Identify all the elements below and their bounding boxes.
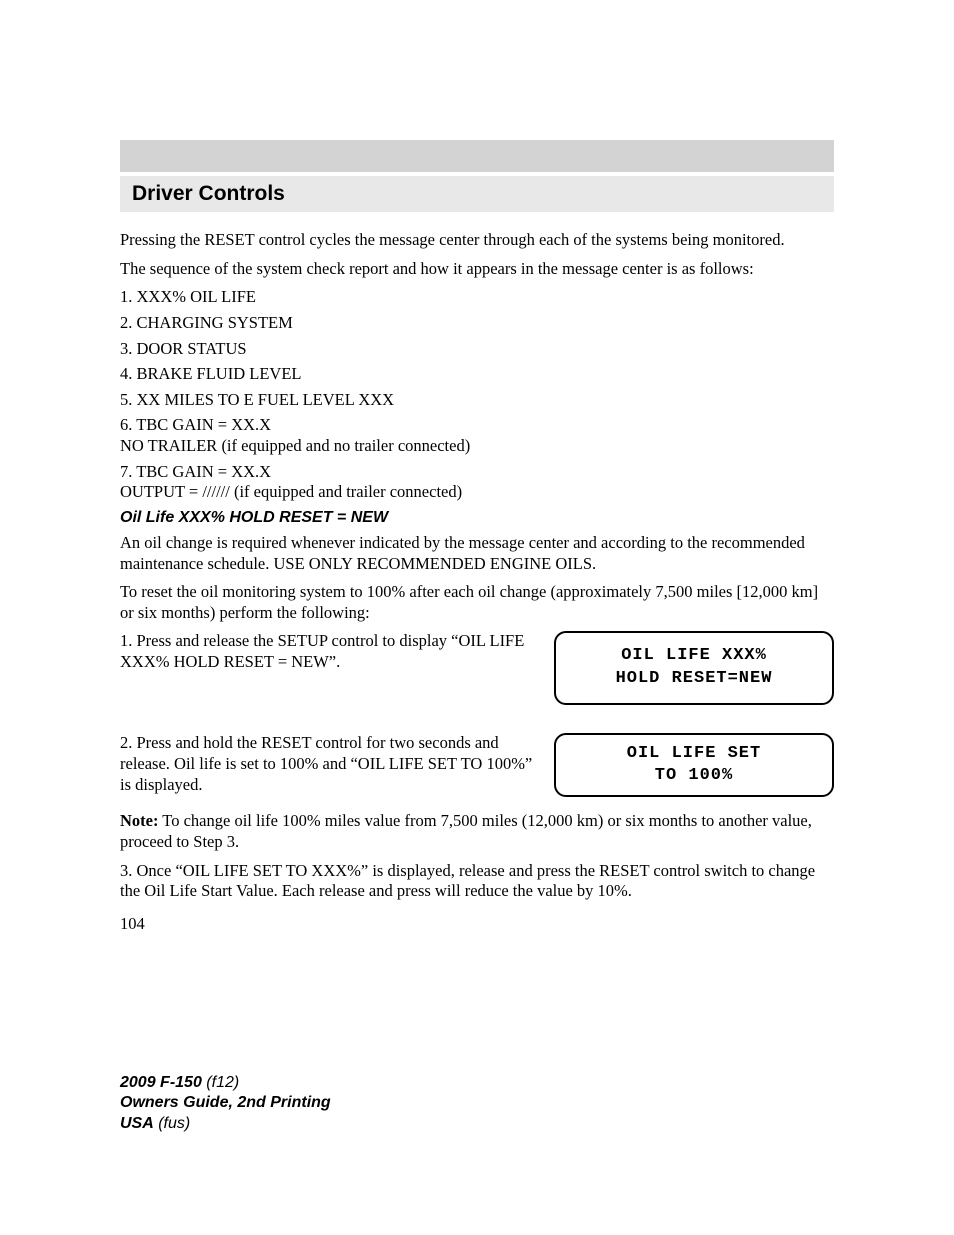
- checklist-item-4: 4. BRAKE FLUID LEVEL: [120, 364, 834, 385]
- display2-line1: OIL LIFE SET: [627, 744, 761, 763]
- checklist-item-7: 7. TBC GAIN = XX.X OUTPUT = ////// (if e…: [120, 462, 834, 503]
- step-1-row: 1. Press and release the SETUP control t…: [120, 631, 834, 705]
- checklist-item-5: 5. XX MILES TO E FUEL LEVEL XXX: [120, 390, 834, 411]
- page-number: 104: [120, 914, 834, 934]
- step-1-text: 1. Press and release the SETUP control t…: [120, 631, 534, 672]
- footer-model-code: (f12): [202, 1074, 239, 1091]
- note-text: To change oil life 100% miles value from…: [120, 811, 812, 851]
- footer-guide: Owners Guide, 2nd Printing: [120, 1093, 331, 1114]
- checklist-item-6: 6. TBC GAIN = XX.X NO TRAILER (if equipp…: [120, 415, 834, 456]
- item7-line2: OUTPUT = ////// (if equipped and trailer…: [120, 482, 462, 501]
- oil-paragraph-1: An oil change is required whenever indic…: [120, 533, 834, 574]
- step-3-text: 3. Once “OIL LIFE SET TO XXX%” is displa…: [120, 861, 834, 902]
- oil-paragraph-2: To reset the oil monitoring system to 10…: [120, 582, 834, 623]
- footer-region: USA: [120, 1115, 154, 1132]
- footer: 2009 F-150 (f12) Owners Guide, 2nd Print…: [120, 1073, 331, 1135]
- display2-line2: TO 100%: [655, 766, 733, 785]
- checklist-item-1: 1. XXX% OIL LIFE: [120, 287, 834, 308]
- display-box-1: OIL LIFE XXX% HOLD RESET=NEW: [554, 631, 834, 705]
- footer-line-1: 2009 F-150 (f12): [120, 1073, 331, 1094]
- item6-line1: 6. TBC GAIN = XX.X: [120, 415, 271, 434]
- item7-line1: 7. TBC GAIN = XX.X: [120, 462, 271, 481]
- footer-line-3: USA (fus): [120, 1114, 331, 1135]
- display-box-2: OIL LIFE SET TO 100%: [554, 733, 834, 797]
- footer-region-code: (fus): [154, 1115, 190, 1132]
- intro-paragraph-1: Pressing the RESET control cycles the me…: [120, 230, 834, 251]
- item6-line2: NO TRAILER (if equipped and no trailer c…: [120, 436, 470, 455]
- intro-paragraph-2: The sequence of the system check report …: [120, 259, 834, 280]
- page-container: Driver Controls Pressing the RESET contr…: [0, 0, 954, 934]
- note-label: Note:: [120, 811, 158, 830]
- note-paragraph: Note: To change oil life 100% miles valu…: [120, 811, 834, 852]
- step-2-text: 2. Press and hold the RESET control for …: [120, 733, 534, 795]
- display1-line1: OIL LIFE XXX%: [621, 646, 767, 665]
- top-gray-bar: [120, 140, 834, 172]
- checklist-item-2: 2. CHARGING SYSTEM: [120, 313, 834, 334]
- section-title: Driver Controls: [132, 182, 822, 206]
- checklist-item-3: 3. DOOR STATUS: [120, 339, 834, 360]
- display1-line2: HOLD RESET=NEW: [616, 669, 773, 688]
- oil-subheading: Oil Life XXX% HOLD RESET = NEW: [120, 509, 834, 527]
- step-2-row: 2. Press and hold the RESET control for …: [120, 733, 834, 797]
- footer-model: 2009 F-150: [120, 1074, 202, 1091]
- section-header: Driver Controls: [120, 176, 834, 212]
